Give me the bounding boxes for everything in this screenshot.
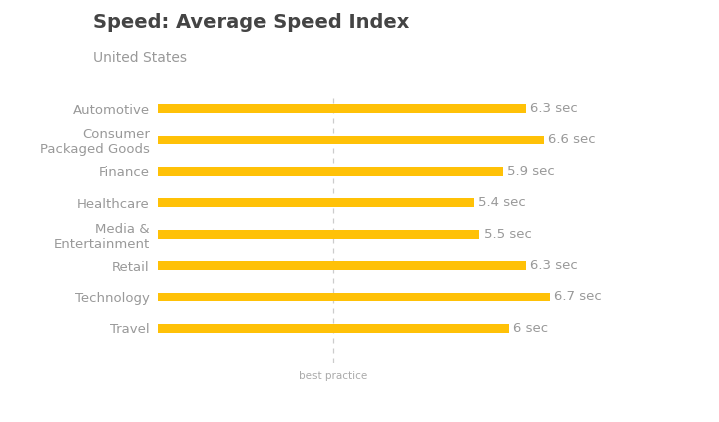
Text: Speed: Average Speed Index: Speed: Average Speed Index [93, 13, 410, 32]
Bar [158, 324, 508, 333]
Text: 5.4 sec: 5.4 sec [477, 196, 526, 209]
Text: 5.5 sec: 5.5 sec [484, 227, 531, 241]
Text: 6 sec: 6 sec [513, 322, 548, 335]
Text: 6.6 sec: 6.6 sec [548, 133, 595, 146]
Bar [158, 261, 526, 270]
Bar [158, 230, 480, 238]
Text: United States: United States [93, 51, 188, 65]
Bar [158, 292, 549, 301]
Text: best practice: best practice [299, 371, 367, 381]
Text: 6.3 sec: 6.3 sec [531, 259, 578, 272]
Bar [158, 135, 544, 144]
Bar [158, 167, 503, 176]
Bar [158, 198, 474, 207]
Bar [158, 104, 526, 113]
Text: 6.3 sec: 6.3 sec [531, 102, 578, 115]
Text: 5.9 sec: 5.9 sec [507, 165, 554, 178]
Text: 6.7 sec: 6.7 sec [554, 290, 601, 303]
